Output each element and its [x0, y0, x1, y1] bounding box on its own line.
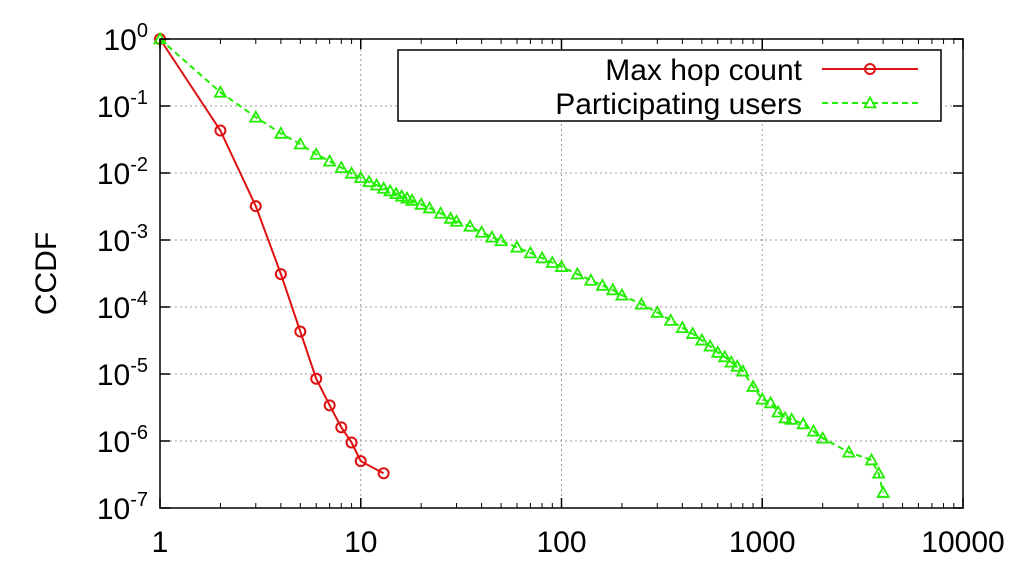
- data-point: [694, 332, 709, 346]
- data-point: [614, 287, 629, 301]
- data-point: [369, 177, 384, 191]
- data-point: [710, 345, 725, 358]
- data-point: [213, 84, 228, 98]
- data-point: [383, 183, 398, 197]
- data-point: [344, 165, 359, 179]
- data-point: [864, 63, 876, 75]
- data-point: [815, 430, 830, 444]
- data-point: [796, 416, 811, 430]
- data-point: [570, 266, 585, 280]
- data-point: [771, 404, 786, 418]
- data-point: [595, 278, 610, 291]
- data-point: [404, 193, 420, 206]
- y-tick-label: 10-2: [97, 154, 148, 191]
- data-point: [310, 372, 323, 385]
- data-point: [864, 452, 879, 466]
- data-point: [214, 124, 227, 137]
- legend-label: Max hop count: [605, 54, 802, 87]
- data-point: [362, 174, 377, 188]
- data-point: [746, 379, 761, 392]
- data-point: [650, 305, 665, 318]
- data-point: [841, 444, 856, 458]
- data-point: [376, 180, 391, 194]
- y-tick-label: 10-7: [97, 489, 148, 526]
- data-point: [389, 186, 404, 200]
- x-tick-label: 1: [152, 526, 169, 559]
- y-tick-label: 100: [104, 20, 149, 57]
- x-tick-label: 1000: [729, 526, 796, 559]
- y-tick-label: 10-4: [97, 288, 148, 325]
- data-point: [322, 153, 337, 167]
- data-point: [663, 313, 678, 326]
- data-point: [273, 126, 288, 139]
- data-point: [474, 225, 489, 238]
- series-line: [159, 38, 885, 493]
- legend-label: Participating users: [555, 88, 802, 121]
- data-point: [862, 95, 878, 109]
- data-point: [675, 320, 690, 334]
- data-point: [309, 146, 324, 160]
- data-point: [443, 211, 458, 224]
- y-tick-label: 10-6: [97, 422, 148, 459]
- data-point: [685, 326, 700, 339]
- data-point: [323, 399, 336, 412]
- series-max-hop-count: [154, 33, 390, 480]
- y-tick-label: 10-3: [97, 221, 148, 258]
- x-tick-label: 100: [536, 526, 586, 559]
- axis-ticks: 1 10 100 1000 10000 100 10-1 10-2 10-3 10-4 10-5 10…: [97, 20, 1005, 559]
- data-point: [433, 205, 448, 219]
- series-line: [159, 38, 385, 475]
- x-tick-label: 10: [344, 526, 377, 559]
- data-point: [806, 423, 821, 437]
- data-point: [523, 245, 538, 259]
- data-point: [535, 250, 550, 264]
- data-point: [462, 218, 478, 232]
- data-point: [414, 197, 429, 210]
- data-point: [871, 465, 886, 479]
- data-point: [494, 233, 509, 247]
- data-point: [605, 282, 620, 296]
- data-point: [294, 325, 307, 338]
- data-point: [509, 239, 524, 253]
- data-point: [703, 338, 718, 352]
- data-point: [545, 255, 560, 268]
- y-axis-title: CCDF: [30, 232, 63, 315]
- data-point: [335, 421, 348, 434]
- data-point: [717, 349, 732, 363]
- data-point: [484, 229, 499, 243]
- data-point: [634, 296, 649, 310]
- data-point: [293, 136, 308, 150]
- data-point: [248, 109, 263, 123]
- y-tick-label: 10-1: [97, 87, 148, 124]
- legend-box: [397, 49, 942, 122]
- data-point: [778, 410, 793, 424]
- y-tick-label: 10-5: [97, 355, 148, 392]
- x-tick-label: 10000: [921, 526, 1004, 559]
- data-point: [763, 395, 778, 409]
- data-point: [345, 436, 358, 449]
- data-point: [334, 160, 349, 173]
- data-point: [583, 272, 598, 286]
- data-point: [377, 467, 390, 480]
- data-point: [353, 170, 368, 184]
- data-point: [724, 354, 739, 368]
- data-point: [554, 259, 569, 272]
- data-point: [354, 455, 367, 468]
- data-point: [735, 363, 750, 377]
- data-point: [249, 200, 262, 213]
- data-point: [274, 268, 287, 281]
- data-point: [784, 412, 799, 425]
- data-point: [422, 200, 437, 214]
- data-point: [449, 213, 464, 227]
- data-point: [730, 359, 745, 372]
- data-point: [755, 391, 770, 405]
- data-point: [876, 485, 891, 498]
